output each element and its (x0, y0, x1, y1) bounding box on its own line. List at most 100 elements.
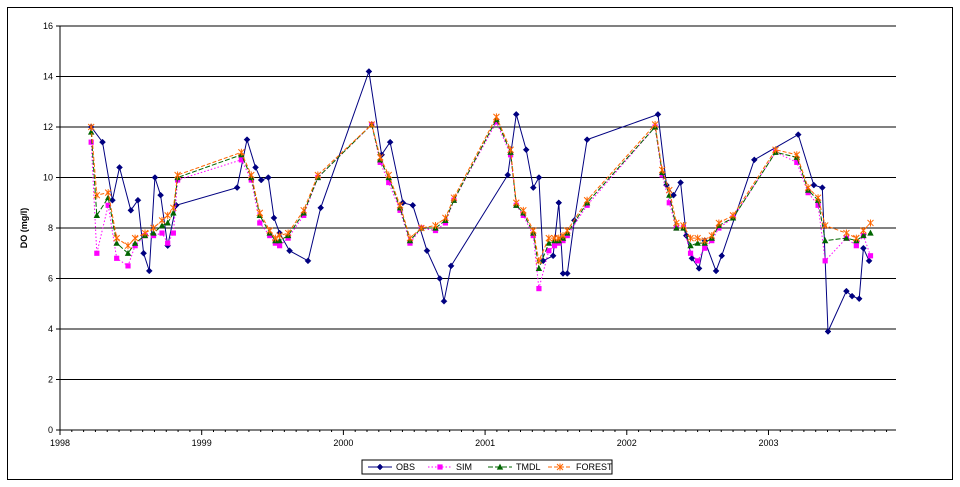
data-point-obs (750, 156, 758, 164)
legend-label-tmdl: TMDL (516, 462, 541, 472)
y-tick-label: 2 (48, 375, 53, 385)
data-point-forest (368, 120, 376, 128)
data-point-tmdl (170, 209, 177, 216)
x-tick-labels: 1998 1999 2000 2001 2002 2003 (50, 438, 779, 448)
data-point-forest (507, 146, 514, 154)
data-point-tmdl (694, 239, 701, 246)
data-point-obs (688, 254, 696, 262)
data-point-obs (127, 206, 135, 214)
data-point-obs (264, 174, 272, 181)
data-point-forest (563, 227, 571, 235)
data-point-forest (687, 234, 694, 242)
data-point-forest (583, 196, 591, 204)
legend: OBS SIM TMDL FOREST (361, 459, 613, 475)
data-point-obs (304, 257, 312, 265)
series-line-tmdl (90, 118, 871, 271)
data-point-forest (124, 242, 132, 250)
data-point-forest (852, 234, 860, 242)
data-point-tmdl (535, 265, 543, 271)
data-point-forest (284, 229, 292, 237)
y-tick-label: 0 (48, 425, 53, 435)
data-point-sim (105, 202, 111, 208)
data-point-obs (257, 176, 265, 184)
data-point-forest (406, 234, 414, 242)
y-tick-label: 8 (48, 223, 53, 233)
data-point-forest (867, 219, 874, 227)
data-point-tmdl (87, 128, 95, 135)
axes (56, 25, 896, 435)
data-point-tmdl (276, 237, 283, 244)
data-point-forest (87, 123, 95, 131)
x-tick-label: 1999 (192, 438, 212, 448)
data-point-obs (718, 252, 726, 260)
data-point-forest (694, 234, 701, 242)
legend-label-obs: OBS (396, 462, 415, 472)
data-point-forest (174, 171, 181, 179)
data-point-sim (666, 200, 672, 206)
data-point-forest (860, 227, 867, 235)
data-point-forest (376, 153, 384, 161)
data-point-sim (386, 179, 392, 186)
data-point-sim (165, 240, 171, 246)
data-point-forest (450, 194, 458, 202)
legend-box (361, 459, 613, 475)
data-point-obs (549, 252, 557, 260)
data-point-sim (822, 258, 828, 264)
data-point-forest (396, 201, 404, 209)
data-point-obs (695, 265, 703, 272)
data-point-forest (680, 221, 687, 229)
series-line-obs (90, 71, 870, 332)
data-point-tmdl (158, 222, 166, 229)
legend-label-forest: FOREST (576, 462, 613, 472)
data-point-forest (276, 232, 283, 240)
series-sim (88, 119, 874, 292)
data-point-sim (114, 255, 120, 261)
y-tick-label: 4 (48, 324, 53, 334)
y-tick-label: 10 (43, 173, 53, 183)
x-tick-label: 2001 (475, 438, 495, 448)
do-line-chart: 0 2 4 6 8 10 12 14 16 1998 1999 2000 2001 2002 2003 D… (19, 21, 896, 475)
data-point-sim (94, 250, 100, 256)
data-point-sim (867, 253, 874, 259)
data-point-obs (555, 199, 563, 207)
data-point-obs (252, 164, 259, 171)
data-point-forest (256, 209, 264, 217)
data-point-forest (493, 113, 500, 121)
data-point-forest (804, 184, 812, 192)
data-point-obs (145, 267, 153, 275)
data-point-tmdl (131, 239, 139, 246)
data-point-forest (104, 189, 112, 197)
data-point-obs (157, 191, 164, 199)
data-point-obs (134, 196, 142, 204)
data-point-obs (535, 174, 543, 181)
data-point-forest (821, 221, 829, 229)
data-point-sim (238, 157, 244, 163)
legend-marker-sim (437, 464, 443, 470)
legend-marker-forest (556, 463, 564, 471)
data-point-obs (522, 146, 530, 154)
data-point-forest (793, 151, 801, 159)
data-point-obs (116, 164, 123, 171)
data-point-sim (125, 263, 131, 269)
data-point-sim (546, 248, 552, 254)
data-point-sim (702, 245, 708, 251)
data-point-forest (535, 257, 543, 265)
data-point-obs (794, 131, 802, 138)
y-tick-label: 6 (48, 274, 53, 284)
data-point-obs (365, 68, 373, 75)
y-tick-label: 16 (43, 21, 53, 31)
data-point-sim (687, 250, 694, 256)
data-point-forest (559, 232, 567, 240)
data-point-tmdl (150, 229, 157, 236)
data-point-obs (151, 174, 159, 181)
data-point-obs (270, 214, 278, 222)
data-point-forest (519, 206, 527, 214)
series-tmdl (87, 116, 874, 271)
data-point-tmdl (93, 211, 101, 218)
data-point-sim (257, 220, 263, 226)
data-point-forest (701, 237, 709, 245)
x-tick-label: 2003 (758, 438, 778, 448)
data-point-forest (131, 234, 139, 242)
gridlines (60, 25, 896, 380)
data-point-tmdl (113, 239, 120, 246)
